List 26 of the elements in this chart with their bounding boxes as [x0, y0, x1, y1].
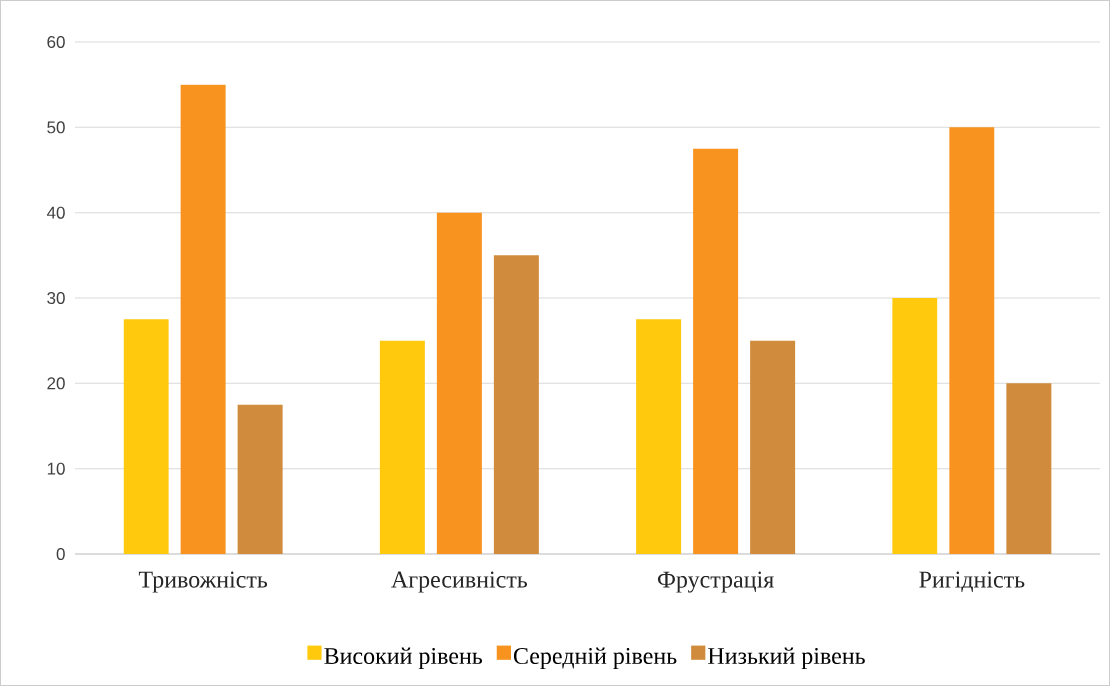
y-tick-label: 30 — [47, 291, 65, 305]
y-tick-label: 50 — [47, 121, 65, 134]
legend-label: Високий рівень — [324, 647, 483, 669]
y-tick-label: 20 — [47, 377, 65, 390]
bar — [636, 319, 682, 554]
x-tick-label: Тривожність — [138, 571, 268, 593]
bar — [493, 255, 539, 554]
bar — [693, 148, 739, 554]
bar — [750, 340, 796, 554]
bar — [949, 127, 995, 554]
y-tick-label: 10 — [47, 462, 65, 475]
x-tick-label: Фрустрація — [657, 571, 774, 593]
y-tick-label: 40 — [46, 206, 65, 219]
y-tick-label: 60 — [47, 35, 65, 49]
x-tick-label: Агресивність — [391, 571, 528, 593]
bar — [436, 212, 482, 554]
bar — [123, 319, 169, 554]
bar — [1006, 383, 1052, 554]
bar — [892, 298, 938, 554]
y-tick-label: 0 — [56, 547, 65, 561]
legend-label: Низький рівень — [708, 647, 865, 669]
bar — [379, 340, 425, 554]
bar — [237, 404, 283, 554]
bar — [180, 84, 226, 554]
legend-label: Середній рівень — [513, 647, 677, 669]
x-tick-label: Ригідність — [919, 571, 1025, 593]
